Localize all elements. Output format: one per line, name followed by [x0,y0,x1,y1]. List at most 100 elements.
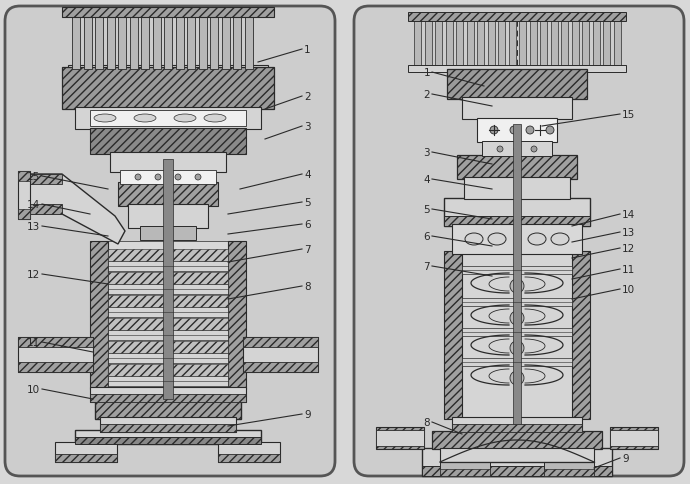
Bar [464,178,570,199]
Bar [498,22,505,67]
Bar [571,22,578,67]
Bar [108,242,228,389]
Circle shape [175,175,181,181]
Bar [18,362,93,372]
Bar [447,70,587,100]
Bar [108,285,228,294]
Bar [444,198,590,227]
Bar [68,66,268,78]
Circle shape [155,175,161,181]
Bar [210,18,218,70]
Bar [610,430,658,446]
Bar [513,125,521,424]
Text: 13: 13 [27,222,40,231]
Bar [452,417,582,432]
Bar [141,18,149,70]
Circle shape [490,127,498,135]
Text: 1: 1 [424,68,430,78]
Bar [444,252,462,419]
Text: 3: 3 [304,122,310,132]
Bar [519,22,526,67]
Circle shape [510,371,524,385]
Bar [452,424,582,432]
Bar [108,295,228,307]
Bar [18,172,30,182]
Text: 5: 5 [424,205,430,214]
Ellipse shape [528,233,546,245]
Bar [18,337,93,372]
Bar [376,430,424,446]
Bar [221,18,230,70]
Bar [163,160,173,399]
Bar [456,22,463,67]
Circle shape [135,175,141,181]
Bar [118,18,126,70]
Text: 14: 14 [27,199,40,210]
Bar [90,242,108,389]
Ellipse shape [204,115,226,123]
Bar [100,424,236,432]
Bar [457,156,577,180]
Bar [488,22,495,67]
Text: 8: 8 [424,417,430,427]
Bar [152,18,161,70]
Bar [108,364,228,376]
Bar [243,362,318,372]
Bar [462,358,572,366]
Bar [233,18,241,70]
Circle shape [531,147,537,152]
Bar [83,18,92,70]
Bar [75,437,261,444]
Bar [440,462,490,476]
Bar [18,337,93,348]
Bar [120,171,216,184]
FancyBboxPatch shape [354,7,684,476]
Bar [243,337,318,348]
Bar [75,430,261,444]
Bar [175,18,184,70]
Text: 5: 5 [304,197,310,208]
Bar [75,108,261,130]
Text: 14: 14 [622,210,635,220]
Text: 8: 8 [304,281,310,291]
Bar [440,469,490,476]
Bar [106,18,115,70]
Bar [108,272,228,285]
Bar [435,22,442,67]
Bar [128,205,208,228]
Bar [110,152,226,173]
Text: 6: 6 [424,231,430,242]
Bar [108,330,228,340]
Bar [55,442,117,462]
Bar [477,22,484,67]
Text: 2: 2 [424,90,430,100]
Text: 11: 11 [622,264,635,274]
Bar [108,261,228,272]
Bar [130,18,137,70]
Bar [243,337,318,372]
Bar [90,394,246,402]
Circle shape [195,175,201,181]
Bar [164,18,172,70]
Circle shape [514,147,520,152]
Text: 15: 15 [622,110,635,120]
Bar [446,22,453,67]
Polygon shape [22,175,125,244]
Text: 13: 13 [622,227,635,238]
Text: 3: 3 [424,148,430,158]
Text: 4: 4 [304,170,310,180]
Bar [408,13,626,22]
Bar [218,442,280,462]
Bar [477,119,557,143]
Bar [218,454,280,462]
Bar [95,18,103,70]
Bar [462,298,572,306]
Bar [118,182,218,207]
Bar [462,267,572,274]
Circle shape [497,147,503,152]
Ellipse shape [551,233,569,245]
Text: 10: 10 [622,285,635,294]
Text: 6: 6 [304,220,310,229]
Bar [199,18,206,70]
Circle shape [526,127,534,135]
